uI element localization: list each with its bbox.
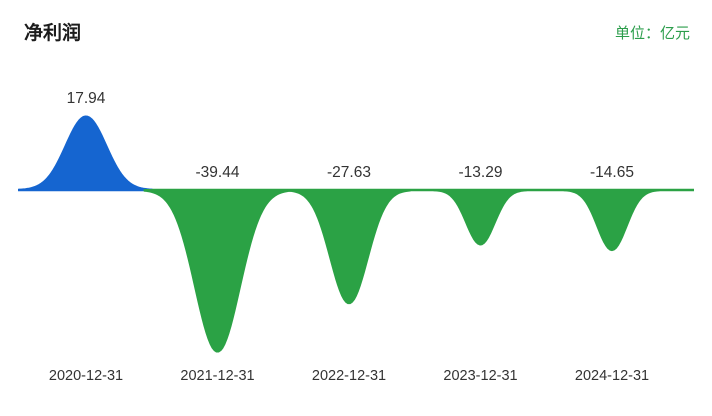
value-label: -13.29 xyxy=(458,164,503,181)
data-peak-2023-12-31 xyxy=(433,189,528,246)
value-label: -14.65 xyxy=(590,164,634,181)
x-axis-label: 2021-12-31 xyxy=(180,368,255,384)
x-axis-label: 2023-12-31 xyxy=(443,368,518,384)
unit-label: 单位：亿元 xyxy=(614,25,690,42)
data-peak-2020-12-31 xyxy=(18,115,154,191)
x-axis-label: 2024-12-31 xyxy=(574,368,650,384)
value-label: -27.63 xyxy=(327,164,371,181)
chart-title: 净利润 xyxy=(24,23,82,44)
data-peak-2024-12-31 xyxy=(563,189,661,252)
x-axis-label: 2020-12-31 xyxy=(48,368,124,384)
value-label: 17.94 xyxy=(66,90,106,108)
value-label: -39.44 xyxy=(195,164,240,181)
data-peak-2022-12-31 xyxy=(287,189,411,305)
data-peak-2021-12-31 xyxy=(143,189,292,353)
x-axis-label: 2022-12-31 xyxy=(311,368,387,384)
